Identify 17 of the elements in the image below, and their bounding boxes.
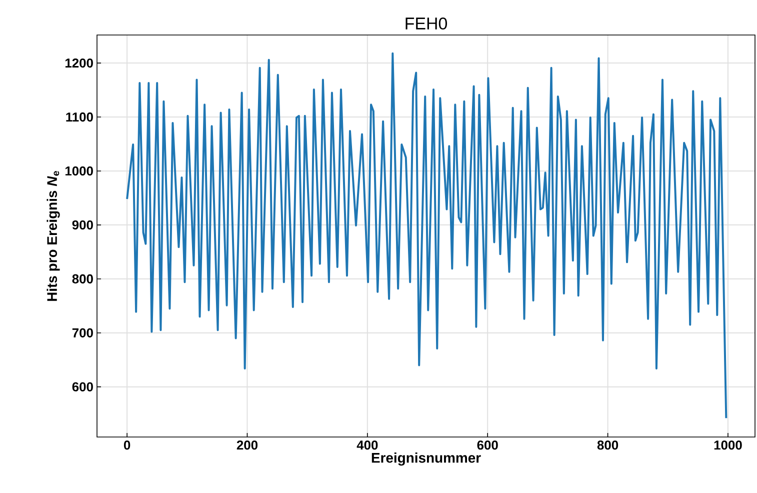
x-tick-label: 0	[124, 440, 130, 450]
x-tick-label: 600	[477, 440, 498, 450]
x-tick-label: 200	[236, 440, 258, 450]
y-tick-label: 900	[72, 220, 93, 230]
y-tick-label: 800	[72, 274, 93, 284]
y-tick-label: 600	[72, 382, 93, 392]
y-tick-label: 1000	[65, 166, 93, 176]
y-tick-label: 700	[72, 328, 93, 338]
chart-title: FEH0	[406, 18, 447, 30]
x-tick-label: 1000	[714, 440, 742, 450]
y-tick-label: 1100	[66, 112, 93, 122]
x-tick-label: 400	[356, 440, 378, 450]
x-tick-label: 800	[597, 440, 618, 450]
x-axis-title: Ereignisnummer	[372, 452, 481, 466]
line-series	[126, 52, 728, 420]
y-axis-title: Hits pro Ereignis N$_{e}$	[46, 170, 60, 301]
y-tick-label: 1200	[65, 58, 93, 68]
